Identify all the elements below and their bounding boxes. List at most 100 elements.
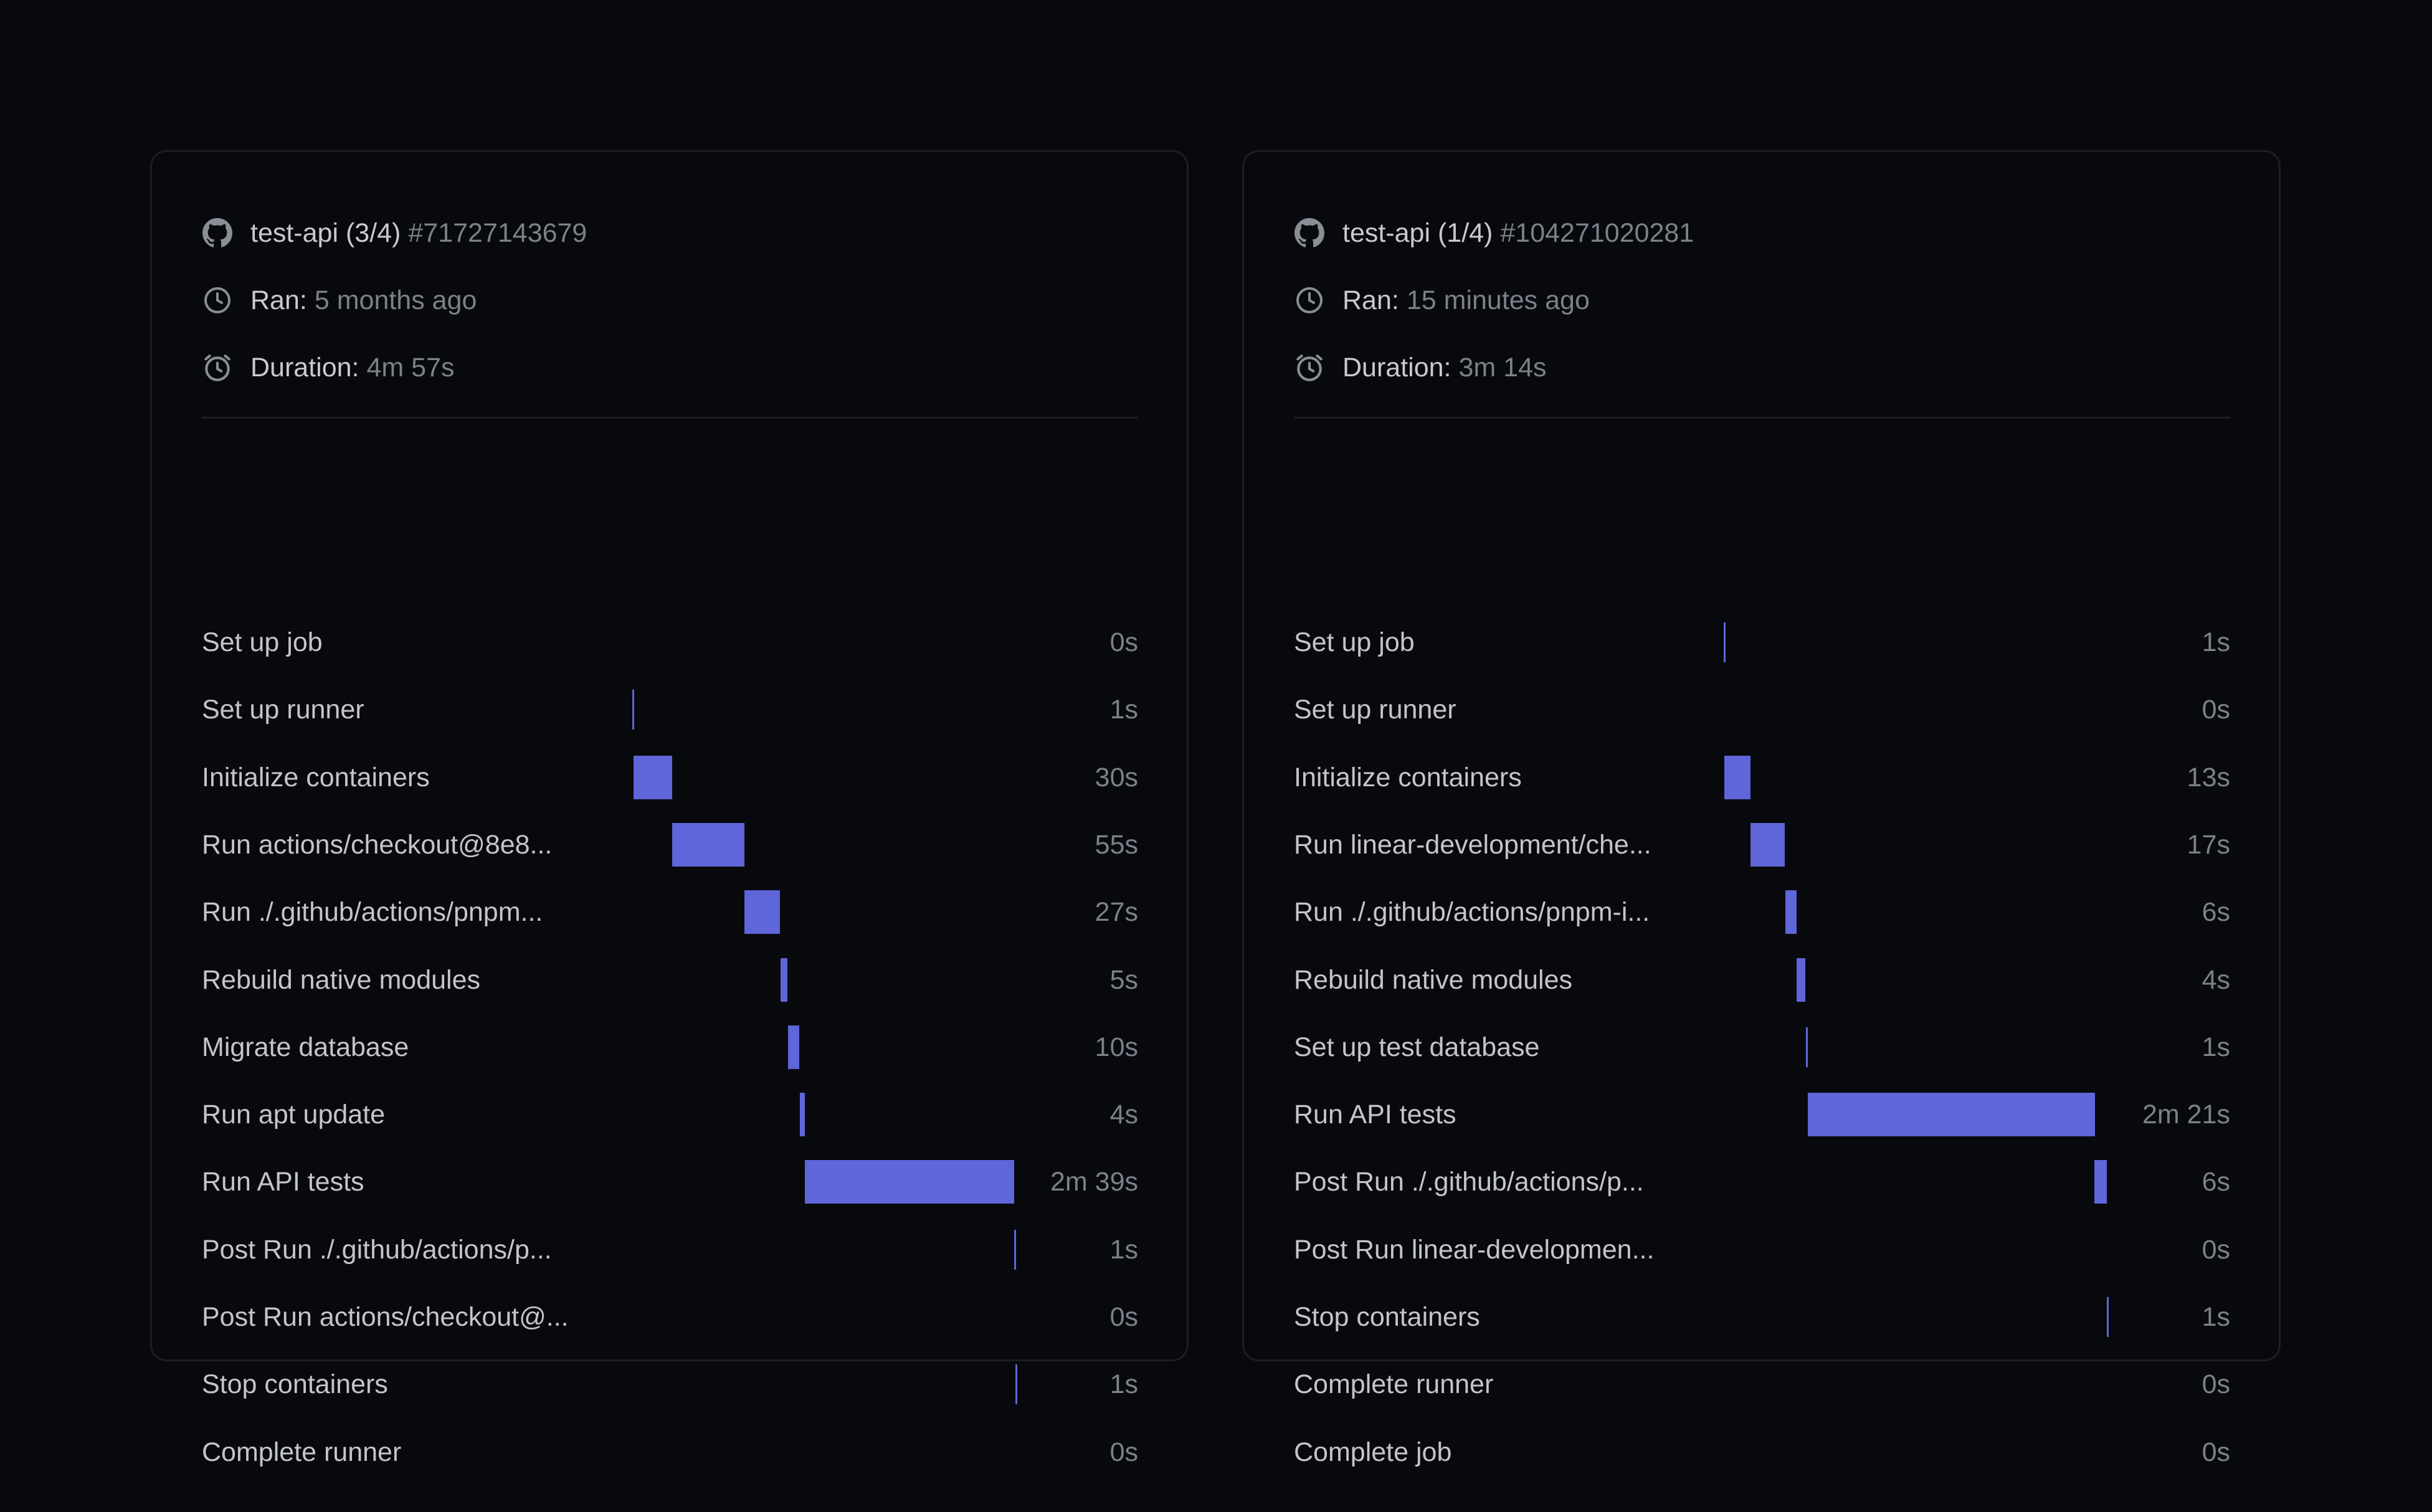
step-duration: 1s (1109, 1369, 1138, 1400)
step-duration: 0s (2202, 1234, 2230, 1265)
step-duration: 0s (1109, 1302, 1138, 1332)
step-timeline-bar (781, 958, 787, 1002)
step-name: Complete runner (1294, 1369, 1494, 1400)
step-row[interactable]: Post Run ./.github/actions/p... 1s (152, 1228, 1187, 1272)
step-row[interactable]: Set up job 1s (1244, 620, 2279, 664)
step-name: Stop containers (1294, 1302, 1480, 1332)
step-duration: 17s (2187, 829, 2230, 860)
step-duration: 27s (1095, 897, 1138, 928)
step-name: Post Run ./.github/actions/p... (202, 1234, 552, 1265)
step-duration: 0s (1109, 627, 1138, 657)
step-name: Post Run actions/checkout@... (202, 1302, 569, 1332)
step-row[interactable]: Run actions/checkout@8e8... 55s (152, 822, 1187, 867)
step-name: Run linear-development/che... (1294, 829, 1651, 860)
step-timeline-bar (2107, 1297, 2109, 1337)
step-row[interactable]: Initialize containers 30s (152, 755, 1187, 799)
step-timeline-bar (1724, 622, 1726, 662)
step-name: Complete runner (202, 1437, 402, 1467)
github-icon (1294, 217, 1325, 249)
step-duration: 0s (1109, 1437, 1138, 1467)
step-row[interactable]: Rebuild native modules 4s (1244, 958, 2279, 1002)
step-timeline-bar (1014, 1229, 1016, 1270)
job-title: test-api (3/4) (250, 217, 401, 248)
ran-value: 5 months ago (314, 285, 477, 315)
step-row[interactable]: Initialize containers 13s (1244, 755, 2279, 799)
step-name: Run ./.github/actions/pnpm... (202, 897, 543, 928)
step-duration: 55s (1095, 829, 1138, 860)
step-timeline-bar (800, 1093, 805, 1137)
job-title: test-api (1/4) (1342, 217, 1493, 248)
ran-label: Ran: (1342, 285, 1399, 315)
step-row[interactable]: Post Run linear-developmen... 0s (1244, 1228, 2279, 1272)
step-row[interactable]: Rebuild native modules 5s (152, 958, 1187, 1002)
step-name: Rebuild native modules (1294, 964, 1572, 995)
step-duration: 0s (2202, 1369, 2230, 1400)
step-timeline-bar (1015, 1364, 1017, 1405)
github-icon (202, 217, 233, 249)
step-duration: 0s (2202, 695, 2230, 725)
step-name: Set up runner (202, 695, 364, 725)
step-duration: 10s (1095, 1032, 1138, 1062)
duration-row: Duration: 4m 57s (202, 349, 455, 386)
step-row[interactable]: Set up runner 0s (1244, 688, 2279, 731)
job-id: #104271020281 (1500, 217, 1694, 248)
step-name: Initialize containers (202, 762, 430, 792)
step-row[interactable]: Post Run ./.github/actions/p... 6s (1244, 1160, 2279, 1204)
step-name: Set up job (1294, 627, 1415, 657)
step-duration: 1s (1109, 695, 1138, 725)
step-duration: 1s (2202, 1032, 2230, 1062)
job-id: #71727143679 (408, 217, 587, 248)
step-row[interactable]: Set up job 0s (152, 620, 1187, 664)
step-name: Post Run linear-developmen... (1294, 1234, 1655, 1265)
step-duration: 30s (1095, 762, 1138, 792)
step-row[interactable]: Run linear-development/che... 17s (1244, 822, 2279, 867)
step-row[interactable]: Stop containers 1s (1244, 1295, 2279, 1339)
divider (202, 417, 1138, 419)
step-name: Run actions/checkout@8e8... (202, 829, 553, 860)
alarm-clock-icon (1294, 352, 1325, 383)
step-timeline-bar (1750, 822, 1785, 867)
step-row[interactable]: Set up test database 1s (1244, 1025, 2279, 1069)
step-row[interactable]: Complete runner 0s (152, 1430, 1187, 1474)
step-name: Migrate database (202, 1032, 409, 1062)
step-timeline-bar (672, 822, 744, 867)
step-duration: 1s (2202, 627, 2230, 657)
step-timeline-bar (744, 890, 780, 934)
step-duration: 2m 39s (1050, 1167, 1138, 1197)
step-timeline-bar (2094, 1160, 2107, 1204)
step-name: Set up runner (1294, 695, 1456, 725)
step-row[interactable]: Run API tests 2m 39s (152, 1160, 1187, 1204)
duration-label: Duration: (250, 352, 359, 383)
step-row[interactable]: Set up runner 1s (152, 688, 1187, 731)
step-row[interactable]: Migrate database 10s (152, 1025, 1187, 1069)
step-row[interactable]: Run ./.github/actions/pnpm... 27s (152, 890, 1187, 934)
step-row[interactable]: Post Run actions/checkout@... 0s (152, 1295, 1187, 1339)
duration-row: Duration: 3m 14s (1294, 349, 1547, 386)
step-timeline-bar (1724, 755, 1750, 799)
step-duration: 1s (1109, 1234, 1138, 1265)
step-name: Run API tests (1294, 1100, 1456, 1130)
job-run-card: test-api (1/4) #104271020281 Ran: 15 min… (1242, 150, 2281, 1467)
duration-value: 3m 14s (1458, 352, 1547, 383)
step-name: Set up job (202, 627, 323, 657)
step-row[interactable]: Stop containers 1s (152, 1362, 1187, 1406)
step-row[interactable]: Complete runner 0s (1244, 1362, 2279, 1406)
job-title-row: test-api (1/4) #104271020281 (1294, 214, 1694, 252)
step-duration: 6s (2202, 897, 2230, 928)
step-name: Set up test database (1294, 1032, 1540, 1062)
step-list: Set up job 1s Set up runner 0s Initialize co… (1244, 152, 2279, 1467)
step-list: Set up job 0s Set up runner 1s Initialize co… (152, 152, 1187, 1467)
step-row[interactable]: Complete job 0s (1244, 1430, 2279, 1474)
step-timeline-bar (634, 755, 672, 799)
step-row[interactable]: Run ./.github/actions/pnpm-i... 6s (1244, 890, 2279, 934)
step-duration: 6s (2202, 1167, 2230, 1197)
step-row[interactable]: Run apt update 4s (152, 1093, 1187, 1137)
duration-value: 4m 57s (366, 352, 455, 383)
ran-label: Ran: (250, 285, 307, 315)
step-name: Rebuild native modules (202, 964, 480, 995)
job-run-card: test-api (3/4) #71727143679 Ran: 5 month… (150, 150, 1189, 1467)
step-row[interactable]: Run API tests 2m 21s (1244, 1093, 2279, 1137)
step-name: Run API tests (202, 1167, 364, 1197)
step-duration: 4s (1109, 1100, 1138, 1130)
alarm-clock-icon (202, 352, 233, 383)
